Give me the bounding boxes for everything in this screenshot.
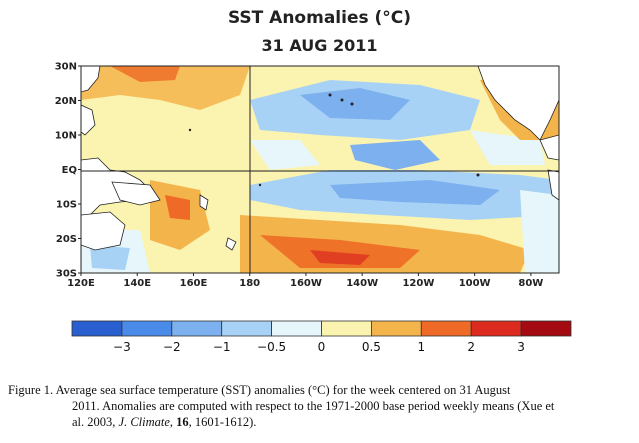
lon-tick-label: 140E — [123, 278, 151, 289]
colorbar-swatch — [520, 320, 572, 337]
colorbar-swatch — [71, 320, 123, 337]
caption-line-3c: , 1601-1612). — [188, 415, 257, 429]
sst-field — [81, 66, 559, 273]
colorbar-swatch — [470, 320, 522, 337]
colorbar-label: 0.5 — [362, 340, 381, 354]
colorbar-label: −3 — [113, 340, 131, 354]
colorbar-label: 3 — [517, 340, 525, 354]
figure-caption: Figure 1. Average sea surface temperatur… — [8, 382, 633, 430]
lon-tick-label: 180 — [239, 278, 260, 289]
colorbar-label: 0 — [318, 340, 326, 354]
lon-tick-label: 100W — [459, 278, 491, 289]
caption-line-3a: al. 2003, — [72, 415, 119, 429]
caption-line-1: Figure 1. Average sea surface temperatur… — [8, 383, 511, 397]
colorbar-swatch — [121, 320, 173, 337]
lon-tick-label: 120W — [402, 278, 434, 289]
lat-tick-label: EQ — [62, 165, 77, 176]
map-date: 31 AUG 2011 — [261, 36, 378, 55]
colorbar-label: 1 — [417, 340, 425, 354]
caption-journal: J. Climate — [118, 415, 170, 429]
colorbar-swatch — [420, 320, 472, 337]
colorbar-label: −2 — [163, 340, 181, 354]
colorbar-swatch — [370, 320, 422, 337]
sst-map: 30N 20N 10N EQ 10S 20S 30S 120E 140E 160E 180 160W… — [55, 62, 572, 354]
colorbar-swatch — [171, 320, 223, 337]
colorbar-swatch — [321, 320, 372, 337]
colorbar-swatch — [221, 320, 272, 337]
lat-tick-label: 20N — [55, 96, 77, 107]
lat-tick-label: 30S — [56, 269, 77, 280]
lon-tick-label: 160E — [180, 278, 208, 289]
lon-tick-label: 120E — [67, 278, 95, 289]
colorbar-label: −0.5 — [257, 340, 286, 354]
map-title: SST Anomalies (°C) — [227, 8, 412, 28]
caption-line-2: 2011. Anomalies are computed with respec… — [72, 399, 555, 413]
latitude-ticks: 30N 20N 10N EQ 10S 20S 30S — [55, 62, 81, 280]
colorbar: −3 −2 −1 −0.5 0 0.5 1 2 3 — [71, 320, 572, 354]
lat-tick-label: 10N — [55, 131, 77, 142]
caption-sep: , — [169, 415, 177, 429]
lon-tick-label: 80W — [518, 278, 543, 289]
lon-tick-label: 160W — [290, 278, 322, 289]
lat-tick-label: 30N — [55, 62, 77, 73]
longitude-ticks: 120E 140E 160E 180 160W 140W 120W 100W 80W — [67, 273, 543, 289]
lat-tick-label: 10S — [56, 200, 77, 211]
caption-volume: 16 — [176, 415, 189, 429]
colorbar-label: 2 — [467, 340, 475, 354]
colorbar-label: −1 — [213, 340, 231, 354]
colorbar-swatch — [271, 320, 322, 337]
lon-tick-label: 140W — [346, 278, 378, 289]
lat-tick-label: 20S — [56, 234, 77, 245]
